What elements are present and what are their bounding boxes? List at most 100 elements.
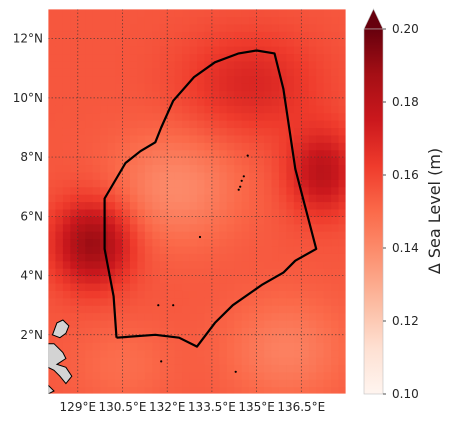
- heatmap-cell: [316, 149, 325, 158]
- heatmap-cell: [197, 60, 206, 69]
- colorbar-tick-label: 0.14: [392, 241, 419, 255]
- heatmap-cell: [182, 112, 191, 121]
- heatmap-cell: [286, 245, 295, 254]
- heatmap-cell: [234, 260, 243, 269]
- heatmap-cell: [323, 134, 332, 143]
- heatmap-cell: [197, 112, 206, 121]
- heatmap-cell: [323, 260, 332, 269]
- heatmap-cell: [286, 305, 295, 314]
- heatmap-cell: [234, 31, 243, 40]
- heatmap-cell: [204, 31, 213, 40]
- heatmap-cell: [144, 371, 153, 380]
- heatmap-cell: [122, 364, 131, 373]
- heatmap-cell: [264, 171, 273, 180]
- heatmap-cell: [271, 112, 280, 121]
- heatmap-cell: [152, 90, 161, 99]
- heatmap-cell: [129, 334, 138, 343]
- heatmap-cell: [323, 282, 332, 291]
- heatmap-cell: [331, 179, 340, 188]
- heatmap-cell: [256, 223, 265, 232]
- heatmap-cell: [256, 371, 265, 380]
- heatmap-cell: [115, 379, 124, 388]
- heatmap-cell: [197, 142, 206, 151]
- heatmap-cell: [271, 179, 280, 188]
- heatmap-cell: [301, 157, 310, 166]
- heatmap-cell: [338, 23, 346, 32]
- heatmap-cell: [62, 46, 71, 55]
- heatmap-cell: [85, 364, 94, 373]
- heatmap-cell: [211, 9, 220, 17]
- heatmap-cell: [264, 379, 273, 388]
- heatmap-cell: [115, 53, 124, 62]
- heatmap-cell: [219, 231, 228, 240]
- heatmap-cell: [219, 171, 228, 180]
- heatmap-cell: [48, 164, 57, 173]
- heatmap-cell: [115, 386, 124, 394]
- heatmap-cell: [293, 364, 302, 373]
- heatmap-cell: [264, 31, 273, 40]
- heatmap-cell: [338, 216, 346, 225]
- heatmap-cell: [241, 305, 250, 314]
- heatmap-cell: [211, 179, 220, 188]
- heatmap-cell: [77, 179, 86, 188]
- island-marker: [160, 360, 163, 363]
- heatmap-cell: [204, 342, 213, 351]
- heatmap-cell: [55, 305, 64, 314]
- heatmap-cell: [85, 245, 94, 254]
- heatmap-cell: [264, 186, 273, 195]
- heatmap-cell: [234, 134, 243, 143]
- heatmap-cell: [159, 319, 168, 328]
- heatmap-cell: [189, 268, 198, 277]
- heatmap-cell: [331, 68, 340, 77]
- heatmap-cell: [249, 23, 258, 32]
- heatmap-cell: [92, 297, 101, 306]
- heatmap-cell: [144, 342, 153, 351]
- heatmap-cell: [241, 105, 250, 114]
- heatmap-cell: [301, 16, 310, 25]
- heatmap-cell: [122, 194, 131, 203]
- heatmap-cell: [286, 38, 295, 47]
- heatmap-cell: [144, 157, 153, 166]
- heatmap-cell: [167, 90, 176, 99]
- heatmap-cell: [152, 342, 161, 351]
- heatmap-cell: [249, 223, 258, 232]
- heatmap-cell: [167, 53, 176, 62]
- heatmap-cell: [241, 179, 250, 188]
- heatmap-cell: [48, 90, 57, 99]
- heatmap-cell: [100, 334, 109, 343]
- heatmap-cell: [129, 157, 138, 166]
- heatmap-cell: [115, 16, 124, 25]
- heatmap-cell: [62, 342, 71, 351]
- heatmap-cell: [92, 290, 101, 299]
- heatmap-cell: [48, 53, 57, 62]
- heatmap-cell: [77, 68, 86, 77]
- heatmap-cell: [107, 9, 116, 17]
- heatmap-cell: [286, 327, 295, 336]
- heatmap-cell: [219, 75, 228, 84]
- heatmap-cell: [226, 31, 235, 40]
- heatmap-cell: [107, 105, 116, 114]
- heatmap-cell: [226, 171, 235, 180]
- heatmap-cell: [159, 356, 168, 365]
- heatmap-cell: [241, 9, 250, 17]
- heatmap-cell: [152, 23, 161, 32]
- heatmap-cell: [159, 245, 168, 254]
- heatmap-cell: [85, 60, 94, 69]
- heatmap-cell: [189, 386, 198, 394]
- heatmap-cell: [264, 268, 273, 277]
- heatmap-cell: [115, 112, 124, 121]
- heatmap-cell: [256, 53, 265, 62]
- heatmap-cell: [55, 379, 64, 388]
- sea-level-heatmap: [48, 9, 346, 394]
- heatmap-cell: [316, 68, 325, 77]
- heatmap-cell: [100, 9, 109, 17]
- heatmap-cell: [211, 164, 220, 173]
- heatmap-cell: [249, 134, 258, 143]
- heatmap-cell: [55, 334, 64, 343]
- heatmap-cell: [70, 201, 79, 210]
- heatmap-cell: [234, 342, 243, 351]
- colorbar-tick-label: 0.10: [392, 387, 419, 401]
- heatmap-cell: [182, 305, 191, 314]
- heatmap-cell: [48, 83, 57, 92]
